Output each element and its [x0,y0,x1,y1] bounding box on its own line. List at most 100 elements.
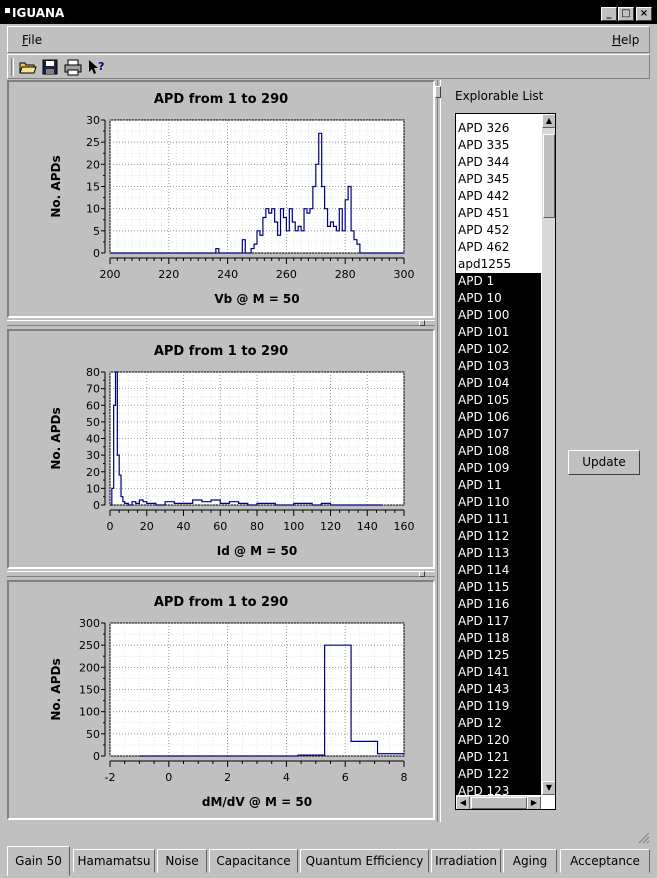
x-axis-label: Vb @ M = 50 [214,292,299,306]
scroll-h-thumb[interactable] [471,797,527,809]
list-item[interactable]: APD 119 [456,698,541,715]
resize-grip-icon[interactable] [636,830,650,844]
list-item[interactable]: APD 121 [456,749,541,766]
x-tick-label: 8 [401,771,408,784]
tab-acceptance[interactable]: Acceptance [560,849,650,873]
tab-noise[interactable]: Noise [157,849,207,873]
scroll-down-button[interactable]: ▼ [542,781,555,795]
list-item[interactable]: APD 113 [456,545,541,562]
list-item[interactable]: APD 110 [456,494,541,511]
open-folder-icon[interactable] [19,58,37,76]
list-item[interactable]: APD 109 [456,460,541,477]
splitter-handle[interactable] [419,320,425,326]
list-item[interactable]: APD 10 [456,290,541,307]
scroll-left-button[interactable]: ◀ [456,796,470,809]
tab-hamamatsu[interactable]: Hamamatsu [73,849,155,873]
y-tick-label: 100 [79,706,100,719]
list-item[interactable]: APD 104 [456,375,541,392]
x-tick-label: 300 [394,268,415,281]
update-button[interactable]: Update [568,450,640,475]
list-item[interactable]: APD 112 [456,528,541,545]
splitter-2[interactable] [7,571,435,577]
context-help-icon[interactable]: ? [87,58,105,76]
histogram-series-line [139,644,404,757]
tab-irradiation[interactable]: Irradiation [431,849,501,873]
list-item[interactable]: APD 114 [456,562,541,579]
list-item[interactable]: APD 141 [456,664,541,681]
tab-gain-50[interactable]: Gain 50 [7,846,70,876]
menu-file[interactable]: File [22,33,43,47]
y-axis-label: No. APDs [49,155,63,217]
scroll-thumb[interactable] [543,134,555,218]
list-item[interactable]: APD 108 [456,443,541,460]
list-item[interactable]: APD 326 [458,121,510,135]
list-item[interactable]: APD 115 [456,579,541,596]
list-item[interactable]: APD 118 [456,630,541,647]
x-tick-label: 2 [224,771,231,784]
y-tick-label: 25 [86,136,100,149]
vertical-splitter[interactable] [435,80,441,822]
toolbar: ? [7,54,650,79]
title-bar: IGUANA _ □ × [0,0,657,24]
list-item[interactable]: APD 103 [456,358,541,375]
list-item[interactable]: APD 107 [456,426,541,443]
explorable-list[interactable]: APD 326 APD 335 APD 344 APD 345 APD 442 APD 4… [455,113,556,810]
list-item[interactable]: APD 125 [456,647,541,664]
list-items[interactable]: APD 326 APD 335 APD 344 APD 345 APD 442 APD 4… [456,114,541,795]
scroll-right-button[interactable]: ▶ [527,796,541,809]
list-item[interactable]: APD 111 [456,511,541,528]
list-item[interactable]: APD 100 [456,307,541,324]
list-item[interactable]: APD 12 [456,715,541,732]
list-item[interactable]: APD 102 [456,341,541,358]
list-item[interactable]: APD 120 [456,732,541,749]
y-tick-label: 30 [86,449,100,462]
splitter-handle[interactable] [419,571,425,577]
splitter-handle[interactable] [435,86,441,98]
explorable-list-label: Explorable List [455,89,544,103]
list-item[interactable]: APD 462 [458,240,510,254]
menu-help[interactable]: Help [612,33,640,47]
y-tick-label: 50 [86,416,100,429]
splitter-1[interactable] [7,320,435,326]
list-item[interactable]: APD 101 [456,324,541,341]
list-item[interactable]: apd1255 [458,257,512,271]
x-tick-label: 280 [335,268,356,281]
tab-quantum-efficiency[interactable]: Quantum Efficiency [300,849,429,873]
vertical-scrollbar[interactable]: ▲ ▼ [542,114,555,795]
tab-capacitance[interactable]: Capacitance [209,849,298,873]
list-item[interactable]: APD 452 [458,223,510,237]
app-icon [5,8,10,13]
list-item[interactable]: APD 116 [456,596,541,613]
y-tick-label: 0 [93,247,100,260]
scroll-up-button[interactable]: ▲ [542,114,555,128]
histogram-dmdv: -2 0 2 4 6 8 0 50 100 150 200 250 300 dM/dV @ M = 50 N… [49,617,408,809]
close-button[interactable]: × [636,7,652,21]
list-item[interactable]: APD 122 [456,766,541,783]
chart-panel-id: APD from 1 to 290 0 20 40 60 80 100 120 140 160 0… [7,329,435,569]
x-axis-label: dM/dV @ M = 50 [202,795,312,809]
minimize-button[interactable]: _ [601,7,617,21]
toolbar-grip[interactable] [11,58,14,76]
list-item[interactable]: APD 442 [458,189,510,203]
menu-bar: File Help [7,26,650,53]
list-item[interactable]: APD 335 [458,138,510,152]
list-item[interactable]: APD 451 [458,206,510,220]
list-item[interactable]: APD 117 [456,613,541,630]
y-tick-label: 70 [86,383,100,396]
list-item[interactable]: APD 106 [456,409,541,426]
list-item[interactable]: APD 123 [456,783,541,795]
list-item[interactable]: APD 105 [456,392,541,409]
maximize-button[interactable]: □ [618,7,634,21]
print-icon[interactable] [64,58,82,76]
tab-aging[interactable]: Aging [503,849,557,873]
list-item[interactable]: APD 11 [456,477,541,494]
list-item[interactable]: APD 344 [458,155,510,169]
y-tick-label: 20 [86,466,100,479]
horizontal-scrollbar[interactable]: ◀ ▶ [456,796,541,809]
save-icon[interactable] [41,58,59,76]
list-item[interactable]: APD 143 [456,681,541,698]
list-item[interactable]: APD 1 [456,273,541,290]
x-tick-label: 6 [342,771,349,784]
list-item[interactable]: APD 345 [458,172,510,186]
x-tick-label: -2 [105,771,116,784]
